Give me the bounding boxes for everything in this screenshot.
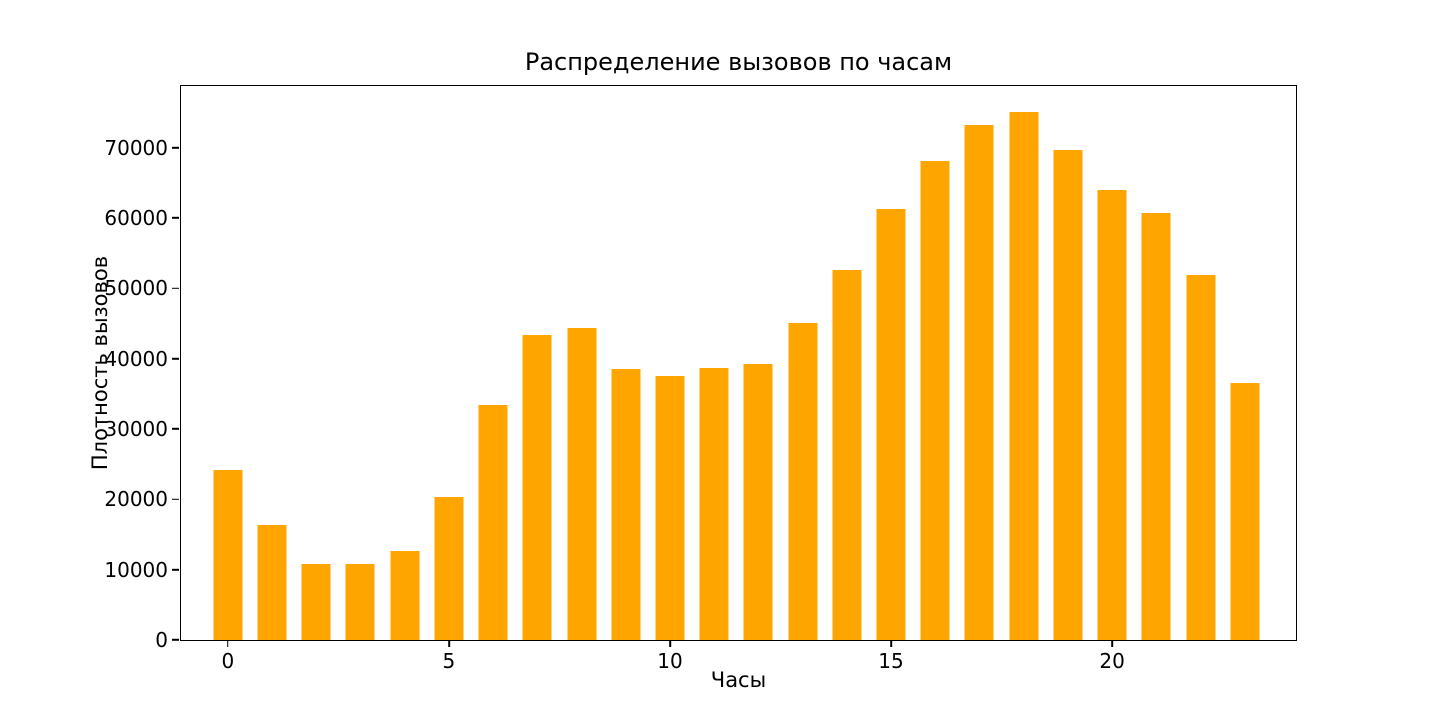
x-tick-label: 15 xyxy=(878,649,904,673)
bar-hour-19 xyxy=(1053,150,1083,640)
x-tick-label: 0 xyxy=(221,649,235,673)
x-tick-mark xyxy=(669,640,671,647)
y-tick-label: 70000 xyxy=(104,135,168,160)
bar-hour-16 xyxy=(920,160,950,640)
bar-hour-15 xyxy=(876,209,906,640)
x-tick-mark xyxy=(227,640,229,647)
y-tick-label: 60000 xyxy=(104,205,168,230)
bar-hour-1 xyxy=(257,525,287,640)
bar-hour-3 xyxy=(345,564,375,640)
bar-hour-23 xyxy=(1230,382,1260,640)
x-tick-mark xyxy=(1111,640,1113,647)
y-tick-mark xyxy=(172,357,180,360)
x-tick-mark xyxy=(448,640,450,647)
y-tick-mark xyxy=(172,287,180,290)
y-tick-label: 30000 xyxy=(104,416,168,441)
x-axis-label: Часы xyxy=(710,668,767,692)
bar-hour-9 xyxy=(611,369,641,640)
y-tick-mark xyxy=(172,146,180,149)
x-tick-label: 20 xyxy=(1099,649,1125,673)
y-tick-label: 50000 xyxy=(104,276,168,301)
bar-hour-8 xyxy=(567,327,597,640)
bar-hour-7 xyxy=(522,335,552,640)
bar-hour-5 xyxy=(434,497,464,640)
y-tick-label: 10000 xyxy=(104,557,168,582)
y-tick-mark xyxy=(172,428,180,430)
bar-hour-20 xyxy=(1097,190,1127,640)
bar-hour-12 xyxy=(743,364,773,640)
y-tick-label: 0 xyxy=(155,628,168,652)
bar-hour-11 xyxy=(699,367,729,640)
y-tick-mark xyxy=(172,498,180,501)
bar-hour-6 xyxy=(478,405,508,640)
y-tick-label: 40000 xyxy=(104,346,168,371)
x-tick-label: 10 xyxy=(657,649,683,673)
bar-hour-4 xyxy=(390,551,420,640)
bar-hour-2 xyxy=(301,564,331,640)
y-tick-mark xyxy=(172,568,180,571)
bar-hour-13 xyxy=(788,323,818,640)
x-tick-mark xyxy=(890,640,892,647)
bar-hour-17 xyxy=(964,125,994,640)
bar-hour-14 xyxy=(832,269,862,640)
bar-hour-22 xyxy=(1186,274,1215,640)
bar-hour-10 xyxy=(655,375,685,640)
y-tick-mark xyxy=(172,217,180,219)
plot-area: 0 10000 20000 30000 40000 50000 60000 70000 0 5 10… xyxy=(104,85,1297,671)
bar-hour-0 xyxy=(213,469,243,640)
y-tick-label: 20000 xyxy=(104,487,168,512)
bar-hour-21 xyxy=(1141,212,1171,640)
x-tick-label: 5 xyxy=(442,649,456,673)
y-tick-mark xyxy=(172,639,180,641)
chart-title: Распределение вызовов по часам xyxy=(524,48,953,76)
bar-hour-18 xyxy=(1009,112,1039,640)
